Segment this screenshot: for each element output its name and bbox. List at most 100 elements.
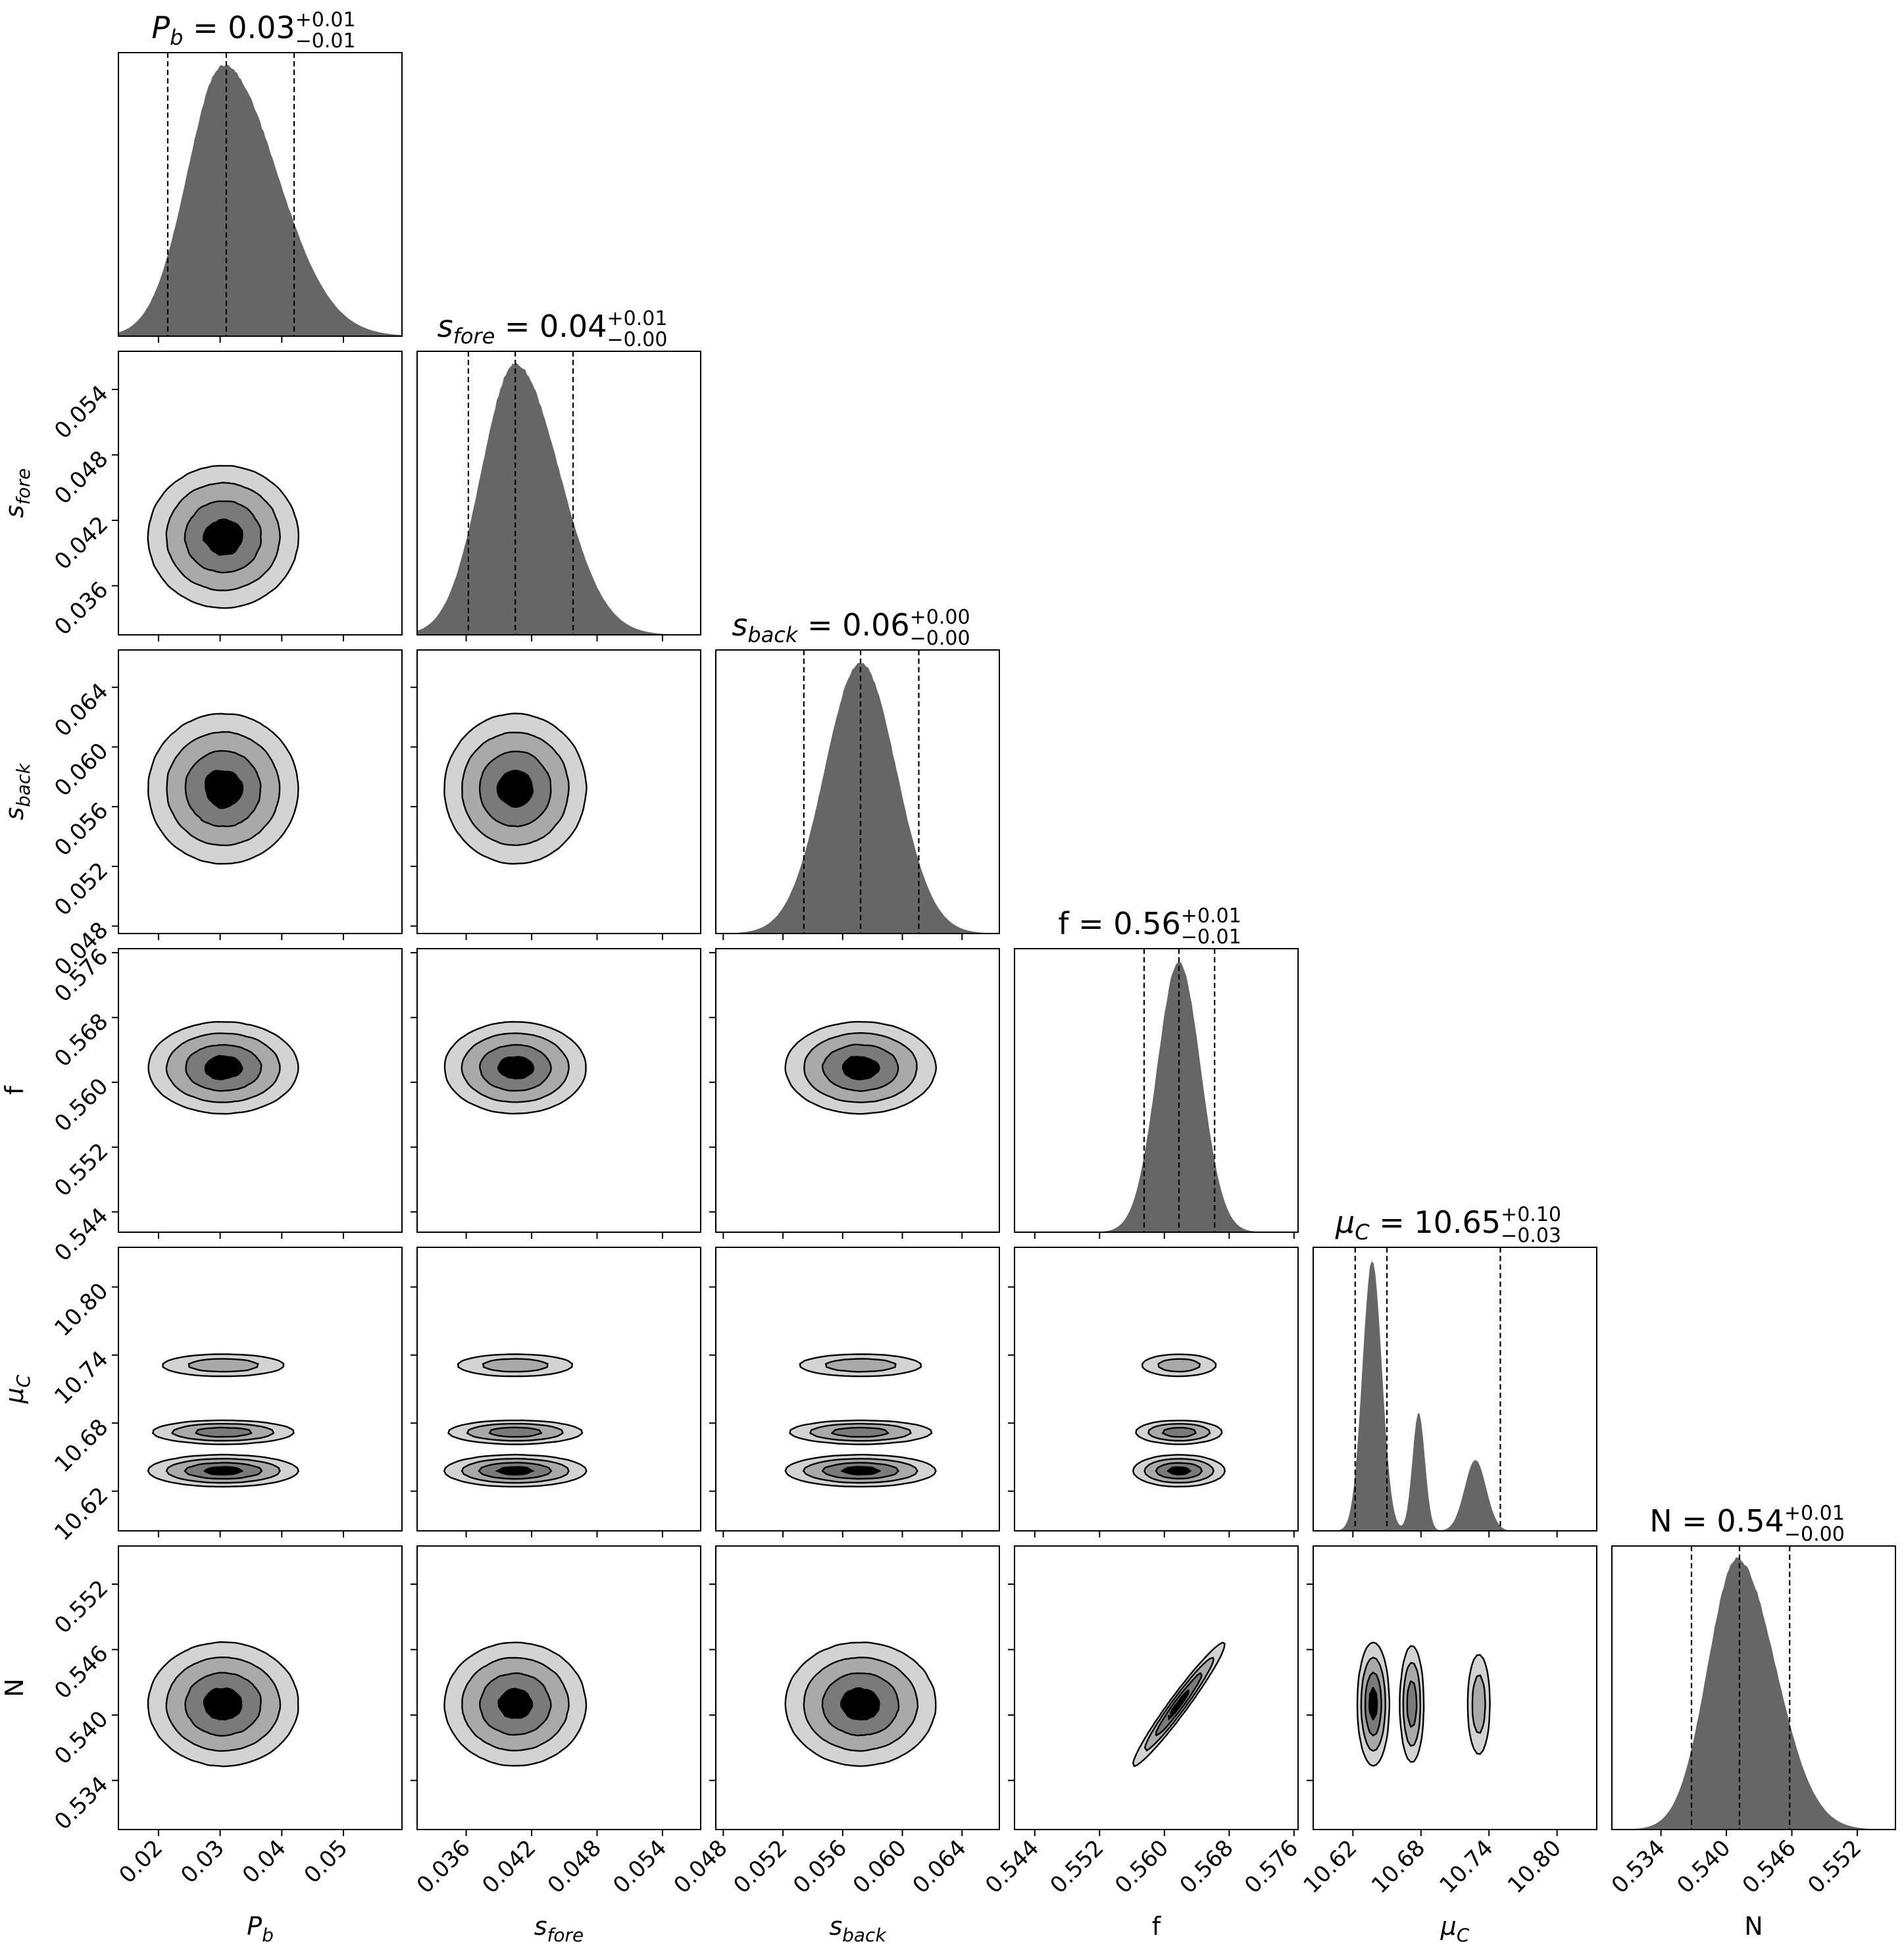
histogram-n bbox=[1612, 1557, 1895, 1830]
y-tick-label-sback: 0.060 bbox=[49, 738, 113, 802]
x-tick-label-muc: 10.74 bbox=[1434, 1835, 1498, 1899]
svg-text:Pb = 0.03+0.01: Pb = 0.03+0.01 bbox=[151, 9, 355, 50]
panel-muc-sfore bbox=[411, 1247, 701, 1537]
axis-label-sfore: sfore bbox=[534, 1912, 584, 1944]
contour-sfore-n-3 bbox=[497, 1687, 534, 1719]
panel-frame bbox=[1313, 1247, 1597, 1532]
x-tick-label-f: 0.544 bbox=[980, 1835, 1044, 1899]
panel-frame bbox=[416, 649, 701, 934]
title-sback: sback = 0.06+0.00−0.00 bbox=[732, 606, 970, 650]
panel-frame bbox=[715, 1545, 1000, 1830]
panel-f-sback bbox=[709, 948, 1000, 1239]
title-f: f = 0.56+0.01−0.01 bbox=[1058, 905, 1241, 949]
y-tick-label-muc: 10.74 bbox=[49, 1346, 113, 1410]
x-tick-label-pb: 0.03 bbox=[176, 1835, 230, 1889]
svg-text:f = 0.56+0.01: f = 0.56+0.01 bbox=[1058, 905, 1241, 941]
panel-n-n bbox=[1611, 1545, 1896, 1836]
panel-frame bbox=[118, 649, 403, 934]
panel-frame bbox=[1014, 948, 1299, 1233]
y-tick-label-sfore: 0.042 bbox=[49, 511, 113, 575]
panel-n-muc bbox=[1307, 1545, 1597, 1836]
panel-frame bbox=[1313, 1545, 1597, 1830]
axis-label-pb: Pb bbox=[247, 1912, 274, 1944]
title-minus-muc: −0.03 bbox=[1501, 1224, 1561, 1247]
y-tick-label-muc: 10.62 bbox=[49, 1482, 113, 1546]
x-tick-label-muc: 10.68 bbox=[1366, 1835, 1430, 1899]
y-tick-label-sback: 0.052 bbox=[49, 857, 113, 921]
panel-sfore-pb bbox=[112, 351, 403, 641]
title-minus-n: −0.00 bbox=[1784, 1523, 1845, 1546]
x-tick-label-f: 0.576 bbox=[1240, 1835, 1303, 1899]
contour-muc-n-2 bbox=[1364, 1671, 1418, 1737]
contour-muc-n-0 bbox=[1356, 1641, 1491, 1767]
y-tick-label-f: 0.560 bbox=[49, 1073, 113, 1137]
title-pb: Pb = 0.03+0.01−0.01 bbox=[151, 9, 355, 53]
x-tick-label-n: 0.546 bbox=[1738, 1835, 1801, 1899]
contour-sfore-muc-0 bbox=[443, 1353, 588, 1487]
title-minus-sback: −0.00 bbox=[910, 627, 970, 650]
contour-pb-sback-3 bbox=[204, 770, 244, 809]
x-tick-label-sback: 0.052 bbox=[728, 1835, 792, 1899]
contour-pb-muc-2 bbox=[184, 1426, 263, 1480]
panel-frame bbox=[1014, 1247, 1299, 1532]
x-tick-label-f: 0.552 bbox=[1045, 1835, 1109, 1899]
title-minus-sfore: −0.00 bbox=[607, 328, 667, 351]
panel-frame bbox=[118, 1247, 403, 1532]
y-tick-label-n: 0.552 bbox=[49, 1575, 113, 1639]
x-tick-label-sback: 0.060 bbox=[848, 1835, 912, 1899]
x-tick-label-f: 0.568 bbox=[1175, 1835, 1239, 1899]
panel-frame bbox=[715, 948, 1000, 1233]
panel-sback-pb bbox=[112, 649, 403, 940]
y-tick-label-sback: 0.064 bbox=[49, 678, 113, 742]
panel-frame bbox=[715, 649, 1000, 934]
panel-frame bbox=[118, 948, 403, 1233]
panel-n-sfore bbox=[411, 1545, 701, 1836]
svg-text:sfore = 0.04+0.01: sfore = 0.04+0.01 bbox=[438, 307, 668, 349]
panel-frame bbox=[118, 351, 403, 636]
panel-f-f bbox=[1014, 948, 1299, 1239]
contour-sback-muc-1 bbox=[802, 1358, 918, 1484]
y-tick-label-n: 0.546 bbox=[49, 1641, 113, 1705]
panel-muc-f bbox=[1008, 1247, 1299, 1537]
panel-f-pb bbox=[112, 948, 403, 1239]
contour-sfore-muc-1 bbox=[461, 1358, 570, 1484]
contour-sfore-f-3 bbox=[497, 1055, 535, 1080]
x-tick-label-pb: 0.04 bbox=[238, 1835, 291, 1889]
histogram-pb bbox=[118, 64, 402, 336]
panel-frame bbox=[715, 1247, 1000, 1532]
panel-frame bbox=[118, 1545, 403, 1830]
x-tick-label-sfore: 0.036 bbox=[412, 1835, 476, 1899]
panel-n-f bbox=[1008, 1545, 1299, 1836]
axis-label-sback: sback bbox=[829, 1912, 887, 1944]
y-tick-label-muc: 10.80 bbox=[49, 1278, 113, 1341]
y-tick-label-sfore: 0.036 bbox=[49, 576, 113, 640]
contour-f-n-3 bbox=[1168, 1689, 1190, 1721]
panel-frame bbox=[1611, 1545, 1896, 1830]
contour-sback-muc-0 bbox=[784, 1353, 937, 1487]
axis-label-sfore: sfore bbox=[0, 468, 34, 518]
y-tick-label-muc: 10.68 bbox=[49, 1414, 113, 1478]
title-minus-pb: −0.01 bbox=[295, 30, 356, 53]
y-tick-label-sback: 0.056 bbox=[49, 797, 113, 861]
panel-frame bbox=[1014, 1545, 1299, 1830]
contour-muc-n-3 bbox=[1368, 1686, 1378, 1721]
contour-pb-f-3 bbox=[204, 1055, 243, 1080]
x-tick-label-muc: 10.62 bbox=[1299, 1835, 1363, 1899]
y-tick-label-sfore: 0.054 bbox=[49, 380, 113, 444]
x-tick-label-muc: 10.80 bbox=[1503, 1835, 1566, 1899]
panel-muc-pb bbox=[112, 1247, 403, 1537]
x-tick-label-pb: 0.02 bbox=[114, 1835, 168, 1889]
contour-f-muc-1 bbox=[1143, 1358, 1215, 1483]
contour-pb-muc-1 bbox=[165, 1358, 281, 1484]
axis-label-n: N bbox=[1744, 1912, 1763, 1941]
x-tick-label-sback: 0.064 bbox=[908, 1835, 972, 1899]
y-tick-label-n: 0.540 bbox=[49, 1706, 113, 1770]
svg-text:μC = 10.65+0.10: μC = 10.65+0.10 bbox=[1335, 1203, 1561, 1245]
axis-label-sback: sback bbox=[0, 762, 34, 820]
y-tick-label-f: 0.552 bbox=[49, 1138, 113, 1202]
x-tick-label-pb: 0.05 bbox=[299, 1835, 353, 1889]
contour-sback-muc-3 bbox=[840, 1466, 882, 1476]
title-sfore: sfore = 0.04+0.01−0.00 bbox=[438, 307, 668, 351]
x-tick-label-n: 0.552 bbox=[1803, 1835, 1866, 1899]
